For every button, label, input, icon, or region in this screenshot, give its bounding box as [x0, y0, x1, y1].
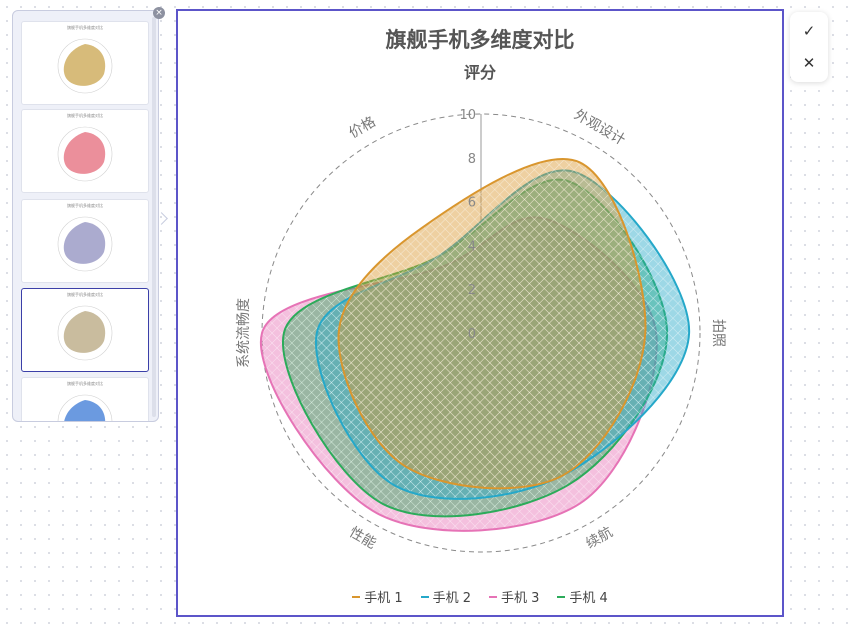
legend-item[interactable]: 手机 3 [489, 587, 539, 606]
indicator-label: 性能 [346, 524, 378, 552]
radial-tick-label: 6 [468, 196, 476, 211]
legend-swatch [352, 595, 361, 598]
thumbnail-title: 旗舰手机多维度对比 [67, 292, 103, 297]
thumbnail-chart-preview [57, 216, 113, 272]
legend-label: 手机 1 [364, 591, 403, 606]
legend-swatch [557, 595, 566, 598]
slide-thumbnail[interactable]: 旗舰手机多维度对比 [21, 377, 149, 421]
chart-title: 旗舰手机多维度对比 [385, 28, 575, 52]
radial-tick-label: 4 [468, 239, 476, 254]
legend-label: 手机 4 [569, 591, 608, 606]
indicator-label: 续航 [583, 523, 616, 552]
thumbnail-chart-preview [57, 305, 113, 361]
indicator-label: 外观设计 [571, 107, 627, 149]
thumbnail-title: 旗舰手机多维度对比 [67, 113, 103, 118]
thumbnail-scrollbar[interactable] [152, 17, 156, 417]
thumbnail-chart-preview [57, 126, 113, 182]
thumbnail-title: 旗舰手机多维度对比 [67, 381, 103, 386]
radial-tick-label: 2 [468, 283, 476, 298]
indicator-label: 拍照 [710, 319, 726, 347]
chart-subtitle: 评分 [463, 63, 496, 82]
slide-thumbnail[interactable]: 旗舰手机多维度对比 [21, 21, 149, 105]
confirm-check-icon[interactable]: ✓ [802, 22, 816, 40]
legend-label: 手机 3 [501, 591, 540, 606]
thumbnail-title: 旗舰手机多维度对比 [67, 25, 103, 30]
slide-thumbnail[interactable]: 旗舰手机多维度对比 [21, 288, 149, 372]
radial-tick-label: 0 [468, 327, 476, 342]
slide-thumbnail[interactable]: 旗舰手机多维度对比 [21, 199, 149, 283]
close-panel-icon[interactable]: × [153, 7, 165, 19]
radial-tick-label: 10 [459, 108, 476, 123]
legend-item[interactable]: 手机 2 [420, 587, 471, 606]
slide-thumbnail[interactable]: 旗舰手机多维度对比 [21, 109, 149, 193]
chart-canvas[interactable]: 旗舰手机多维度对比 评分 0 2 4 6 8 10 外观设计拍照续航 性能 系统流畅度 价格 手机… [176, 9, 784, 617]
legend-label: 手机 2 [432, 591, 471, 606]
indicator-label: 系统流畅度 [236, 298, 252, 368]
edit-toolbar: ✓ ✕ [790, 12, 828, 82]
slide-thumbnail-panel: 旗舰手机多维度对比 旗舰手机多维度对比 旗舰手机多维度对比 旗舰手机多维度对比 旗舰手机… [12, 10, 159, 422]
legend-item[interactable]: 手机 1 [352, 587, 403, 606]
legend-swatch [420, 595, 429, 598]
radial-tick-label: 8 [468, 152, 476, 167]
thumbnail-chart-preview [57, 38, 113, 94]
legend-swatch [489, 595, 497, 598]
indicator-label: 价格 [346, 114, 378, 142]
close-icon[interactable]: ✕ [802, 54, 816, 72]
legend-item[interactable]: 手机 4 [557, 587, 608, 606]
thumbnail-title: 旗舰手机多维度对比 [67, 203, 103, 208]
chart-legend: 手机 1 手机 2 手机 3 手机 4 [178, 587, 782, 606]
thumbnail-chart-preview [57, 394, 113, 421]
radar-series-area[interactable] [337, 158, 647, 490]
